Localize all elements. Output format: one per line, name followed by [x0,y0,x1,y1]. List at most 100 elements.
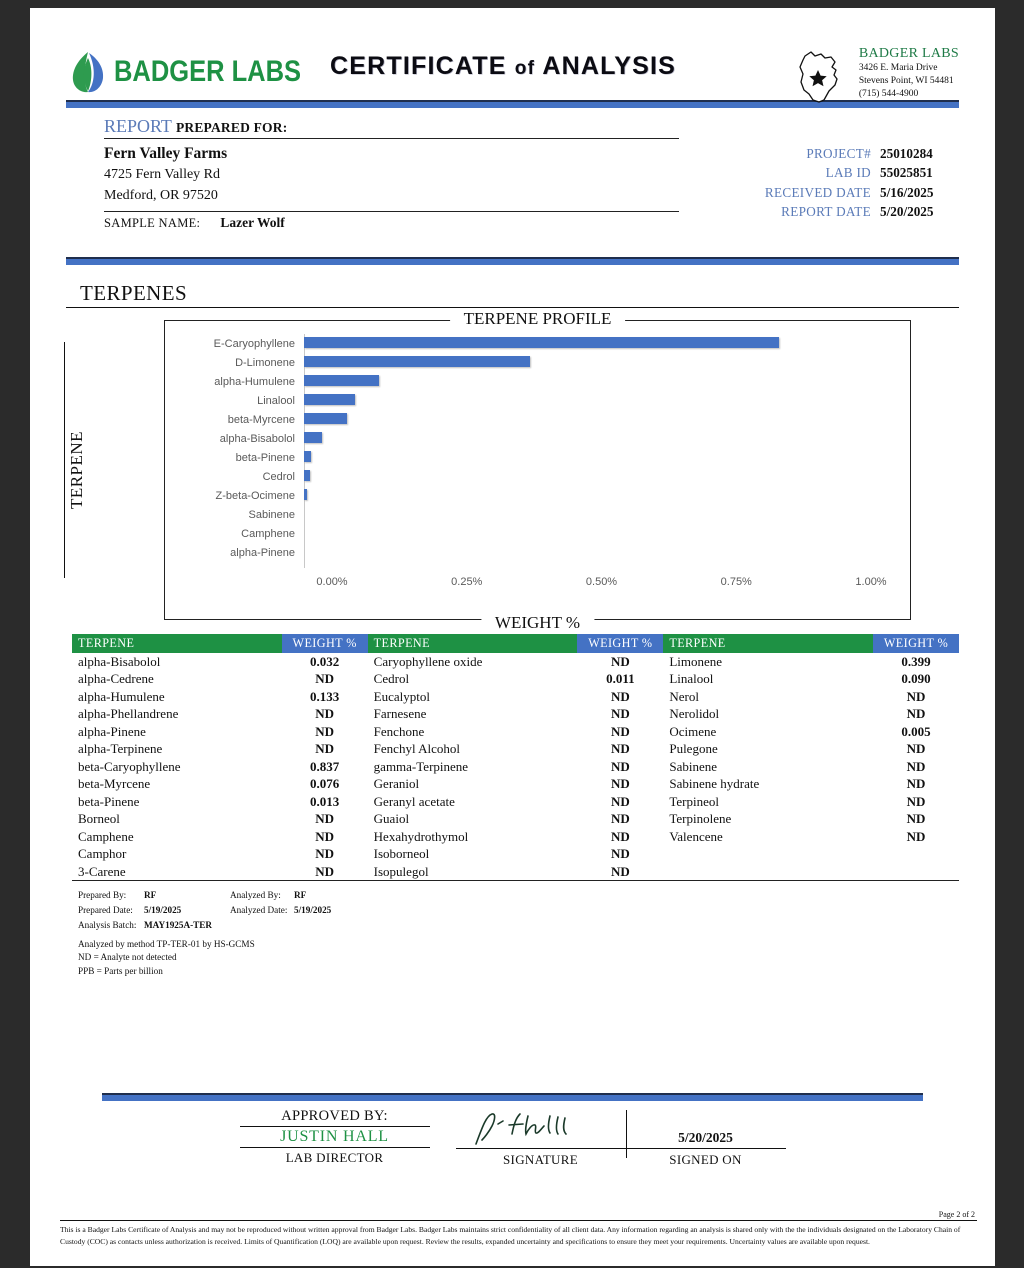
table-row: Pulegone ND [663,741,959,759]
chart-bar-track [304,372,871,391]
terpene-weight-cell: ND [610,706,630,722]
lab-address-line2: Stevens Point, WI 54481 [858,75,954,86]
note-row-prepared-date: Prepared Date: 5/19/2025 Analyzed Date: … [78,903,995,918]
table-row: Linalool 0.090 [663,671,959,689]
chart-bar-row: beta-Pinene [192,448,871,467]
table-row: Eucalyptol ND [368,688,664,706]
logo-wordmark: BADGER LABS [114,55,302,88]
col1-header-name: TERPENE [72,634,282,653]
signature-image [456,1108,626,1148]
signed-on-caption: SIGNED ON [669,1152,742,1167]
disclaimer-text: This is a Badger Labs Certificate of Ana… [60,1225,961,1247]
lab-address-line1: 3426 E. Maria Drive [858,63,938,73]
chart-bar-row: Linalool [192,391,871,410]
chart-bar [304,394,356,405]
terpene-table-col3: TERPENE WEIGHT % Limonene 0.399 Linalool 0.… [663,634,960,881]
terpene-weight-cell: ND [315,811,335,827]
terpene-weight-cell: ND [610,793,630,809]
terpene-weight-cell: ND [906,793,926,809]
report-heading-rule [104,138,679,139]
terpene-name-cell: Limonene [669,653,723,669]
meta-value-labid: 55025851 [880,165,933,181]
table-row: alpha-Humulene 0.133 [72,688,368,706]
chart-bar-row: alpha-Bisabolol [192,429,871,448]
chart-bar-row: D-Limonene [192,353,871,372]
signed-on-date: 5/20/2025 [678,1130,733,1145]
chart-x-axis-ticks: 0.00% 0.25% 0.50% 0.75% 1.00% [316,576,886,590]
signature-rule [455,1148,626,1149]
table-row: beta-Caryophyllene 0.837 [72,758,368,776]
terpene-name-cell: Eucalyptol [373,688,430,704]
table-row: alpha-Cedrene ND [72,671,368,689]
col2-header-value: WEIGHT % [577,634,664,653]
analysis-notes: Prepared By: RF Analyzed By: RF Prepared… [78,888,995,979]
signature-caption: SIGNATURE [503,1152,578,1167]
terpene-weight-cell: ND [610,688,630,704]
meta-label-received: RECEIVED DATE [764,184,871,200]
terpene-name-cell: Sabinene [669,758,717,774]
meta-value-project: 25010284 [880,146,933,161]
meta-label-labid: LAB ID [825,165,871,181]
terpene-weight-cell: ND [610,741,630,757]
terpene-name-cell: Fenchone [373,723,425,739]
terpene-name-cell: Terpinolene [669,811,732,827]
meta-row-labid: LAB ID 55025851 [765,163,959,182]
terpenes-section-header: TERPENES [66,281,959,308]
method-note: Analyzed by method TP-TER-01 by HS-GCMS [78,938,255,949]
terpene-weight-cell: 0.005 [901,723,931,739]
leaf-logo-icon [72,52,104,93]
analyzed-by-value: RF [294,890,307,900]
table-row: alpha-Pinene ND [72,723,368,741]
handwritten-signature-icon [474,1113,567,1145]
terpene-name-cell: alpha-Bisabolol [78,653,161,669]
table-row: Limonene 0.399 [663,653,959,671]
client-city: Medford, OR 97520 [104,187,218,203]
terpene-name-cell: Guaiol [373,811,410,827]
chart-bar [304,375,380,386]
terpene-weight-cell: 0.013 [310,793,340,809]
chart-bar [304,356,531,367]
title-of: of [514,58,536,79]
terpene-weight-cell: ND [577,863,664,881]
chart-bar-row: E-Caryophyllene [192,334,871,353]
title-certificate: CERTIFICATE [330,52,507,80]
terpene-weight-cell: ND [906,776,926,792]
chart-bar-track [304,410,871,429]
signed-on-column: 5/20/2025 SIGNED ON [625,1108,786,1168]
terpene-weight-cell: ND [315,741,335,757]
terpene-name-cell: Farnesene [373,706,427,722]
meta-row-received: RECEIVED DATE 5/16/2025 [765,183,959,202]
chart-x-axis-title: WEIGHT % [480,613,595,633]
table-row: Cedrol 0.011 [368,671,664,689]
chart-title: TERPENE PROFILE [449,309,626,329]
terpene-name-cell: beta-Pinene [78,793,140,809]
terpene-weight-cell: ND [315,828,335,844]
chart-bar-row: alpha-Humulene [192,372,871,391]
chart-bar-track [304,543,871,562]
page-header: BADGER LABS CERTIFICATE of ANALYSIS BADG… [30,8,995,103]
badger-labs-logo: BADGER LABS [68,50,334,94]
chart-bar-label: Camphene [241,527,295,540]
terpene-weight-cell: ND [281,863,368,881]
terpene-weight-cell [873,846,959,864]
table-row: Camphor ND [72,846,368,864]
chart-bar-track [304,429,871,448]
report-info-section: REPORT PREPARED FOR: Fern Valley Farms 4… [104,116,959,231]
terpene-name-cell: Cedrol [373,671,410,687]
terpene-name-cell [663,863,874,881]
table-row: 3-Carene ND [72,863,368,881]
table-row: Isoborneol ND [368,846,664,864]
terpene-name-cell: alpha-Pinene [78,723,146,739]
title-analysis: ANALYSIS [542,52,677,80]
terpene-weight-cell: ND [610,846,630,862]
nd-note: ND = Analyte not detected [78,952,177,963]
prepared-by-label: Prepared By: [78,890,127,900]
table-row [663,846,959,864]
terpene-name-cell: Terpineol [669,793,719,809]
meta-row-reportdate: REPORT DATE 5/20/2025 [765,202,959,221]
chart-x-tick-label: 0.75% [720,576,752,588]
section-divider [66,257,959,265]
table-row: alpha-Bisabolol 0.032 [72,653,368,671]
terpene-weight-cell: ND [906,741,926,757]
terpene-weight-cell: ND [610,828,630,844]
